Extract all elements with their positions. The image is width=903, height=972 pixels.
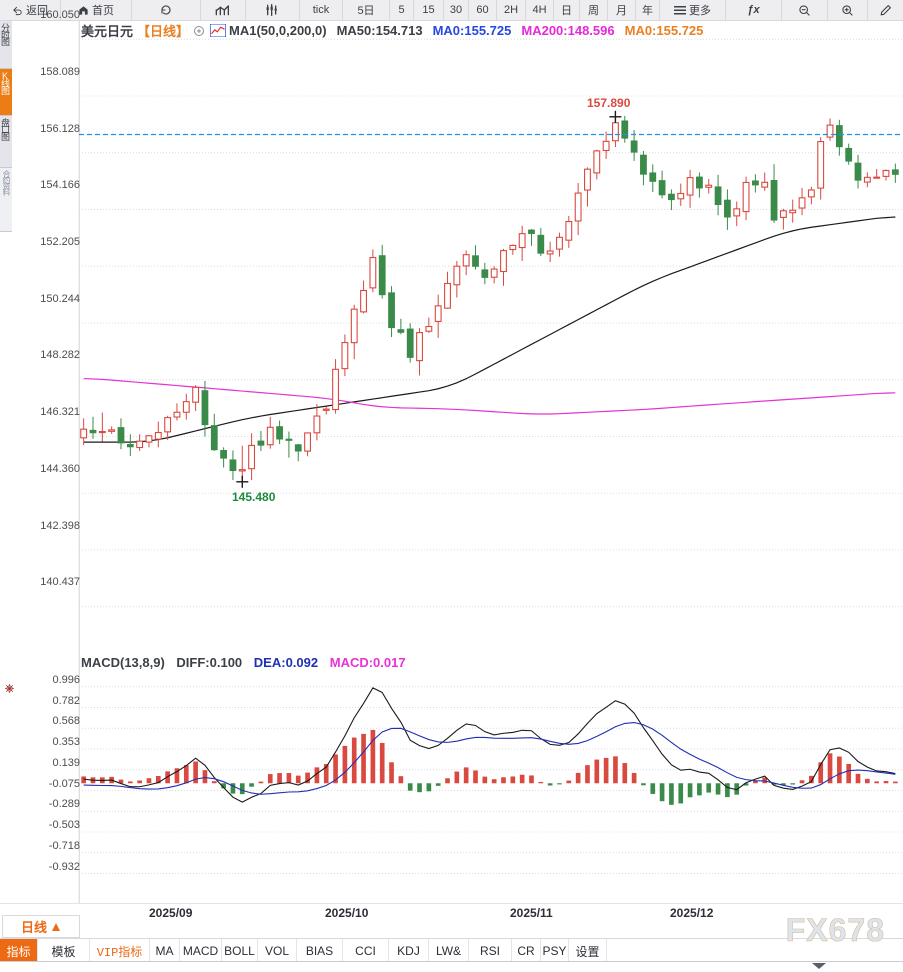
svg-text:145.480: 145.480 — [232, 490, 276, 504]
svg-text:157.890: 157.890 — [587, 96, 631, 110]
